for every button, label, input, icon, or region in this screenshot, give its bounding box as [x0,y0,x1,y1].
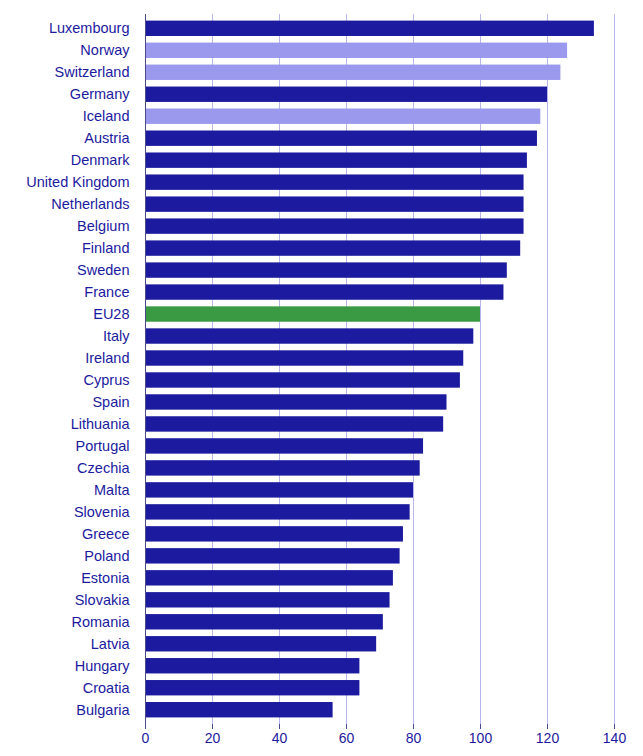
svg-text:Denmark: Denmark [71,152,131,168]
svg-text:Norway: Norway [80,42,130,58]
svg-text:Greece: Greece [82,526,130,542]
svg-text:20: 20 [205,730,221,746]
svg-text:EU28: EU28 [93,306,129,322]
svg-text:Romania: Romania [71,614,130,630]
svg-text:Ireland: Ireland [85,350,129,366]
svg-text:Cyprus: Cyprus [84,372,130,388]
svg-text:Estonia: Estonia [81,570,130,586]
svg-text:Spain: Spain [92,394,129,410]
svg-text:Czechia: Czechia [77,460,130,476]
svg-text:Hungary: Hungary [75,658,131,674]
svg-text:140: 140 [603,730,627,746]
svg-text:60: 60 [339,730,355,746]
svg-text:Sweden: Sweden [77,262,129,278]
svg-text:Croatia: Croatia [83,680,131,696]
svg-text:Netherlands: Netherlands [51,196,129,212]
svg-text:100: 100 [469,730,493,746]
svg-text:Slovakia: Slovakia [75,592,131,608]
svg-text:Latvia: Latvia [91,636,131,652]
svg-text:Luxembourg: Luxembourg [49,20,130,36]
svg-text:Malta: Malta [94,482,130,498]
svg-text:Poland: Poland [84,548,129,564]
svg-text:Iceland: Iceland [83,108,130,124]
svg-text:United Kingdom: United Kingdom [26,174,129,190]
svg-text:40: 40 [272,730,288,746]
svg-text:Portugal: Portugal [75,438,129,454]
svg-text:80: 80 [406,730,422,746]
svg-text:Belgium: Belgium [77,218,129,234]
svg-text:Austria: Austria [84,130,130,146]
svg-text:120: 120 [536,730,560,746]
svg-text:France: France [84,284,129,300]
svg-text:Germany: Germany [70,86,130,102]
svg-text:0: 0 [142,730,150,746]
svg-text:Finland: Finland [82,240,130,256]
svg-text:Bulgaria: Bulgaria [76,702,130,718]
svg-text:Switzerland: Switzerland [55,64,130,80]
svg-text:Italy: Italy [103,328,130,344]
svg-text:Lithuania: Lithuania [71,416,131,432]
svg-text:Slovenia: Slovenia [74,504,131,520]
